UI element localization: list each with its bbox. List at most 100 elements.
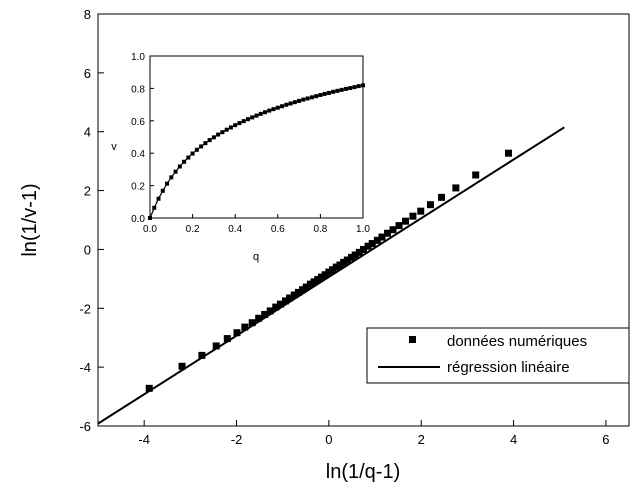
main-data-point [145,384,153,392]
inset-x-tick-label: 1.0 [356,224,370,235]
main-data-point [402,217,410,225]
inset-data-point [241,119,246,124]
inset-data-point [194,147,199,152]
main-data-point [472,171,480,179]
main-data-point [351,251,359,259]
inset-data-point [220,130,225,135]
main-data-point [364,242,372,250]
main-data-point [241,323,249,331]
main-data-point [504,149,512,157]
inset-data-points [148,83,365,220]
main-y-axis-label: ln(1/v-1) [19,183,41,256]
inset-data-point [254,113,259,118]
main-data-point [409,212,417,220]
main-y-tick-label: -2 [79,301,91,316]
inset-x-axis: 0.0 0.2 0.4 0.6 0.8 1.0 [143,214,370,235]
inset-data-point [348,86,353,91]
main-data-point [340,258,348,266]
inset-data-point [339,87,344,92]
inset-data-point [292,100,297,105]
main-data-point [299,286,307,294]
main-x-tick-label: 4 [510,432,517,447]
inset-x-tick-label: 0.8 [313,224,327,235]
inset-data-point [331,89,336,94]
inset-data-point [165,181,170,186]
main-data-point [248,319,256,327]
main-data-point [384,229,392,237]
main-data-point [290,291,298,299]
main-data-point [417,207,425,215]
inset-data-point [318,93,323,98]
main-x-tick-label: 0 [325,432,332,447]
inset-data-point [216,132,221,137]
main-data-point [321,271,329,279]
inset-plot-background [150,56,363,218]
main-data-point [212,342,220,350]
inset-data-point [322,91,327,96]
inset-data-point [356,84,361,89]
inset-data-point [280,104,285,109]
inset-data-point [160,188,165,193]
main-y-tick-label: 6 [84,66,91,81]
inset-y-axis: 0.0 0.2 0.4 0.6 0.8 1.0 [131,52,154,225]
inset-data-point [228,125,233,130]
inset-data-point [173,169,178,174]
inset-data-point [271,107,276,112]
main-data-point [286,294,294,302]
inset-data-point [335,88,340,93]
main-data-point [310,278,318,286]
main-data-point [395,222,403,230]
main-data-point [261,310,269,318]
main-data-point [426,201,434,209]
main-data-point [302,283,310,291]
main-y-tick-label: 0 [84,242,91,257]
main-data-point [378,233,386,241]
main-data-point [276,300,284,308]
main-data-point [438,193,446,201]
main-data-point [314,275,322,283]
main-data-point [255,314,263,322]
main-y-tick-label: -4 [79,360,91,375]
inset-plot-frame [149,55,364,219]
inset-data-point [352,85,357,90]
main-data-point [329,266,337,274]
main-data-point [294,288,302,296]
main-data-point [343,256,351,264]
inset-data-point [288,101,293,106]
inset-data-point [199,144,204,149]
inset-data-point [275,105,280,110]
legend-label-numeric-data: données numériques [447,333,587,350]
main-data-point [389,226,397,234]
inset-data-point [263,110,268,115]
inset-y-tick-label: 0.4 [131,149,145,160]
inset-y-tick-label: 0.6 [131,117,145,128]
inset-data-point [177,164,182,169]
main-data-point [233,329,241,337]
inset-data-point [326,90,331,95]
main-x-axis: -4 -2 0 2 4 6 [138,420,610,447]
inset-data-point [267,108,272,113]
main-data-point [317,273,325,281]
main-data-point [332,263,340,271]
main-data-point [223,335,231,343]
inset-data-point [233,123,238,128]
main-y-tick-label: 4 [84,125,91,140]
main-plot-frame [97,13,630,427]
main-x-tick-label: 6 [602,432,609,447]
inset-data-point [211,135,216,140]
inset-data-point [309,95,314,100]
inset-x-axis-label: q [253,251,259,263]
main-data-point [373,236,381,244]
main-x-axis-label: ln(1/q-1) [326,461,400,483]
inset-data-point [301,97,306,102]
inset-y-axis-label: v [111,141,117,153]
main-y-tick-label: 8 [84,7,91,22]
main-y-tick-label: -6 [79,419,91,434]
main-data-point [355,248,363,256]
main-y-tick-label: 2 [84,184,91,199]
inset-data-point [190,151,195,156]
inset-data-point [305,96,310,101]
main-y-axis: -6 -4 -2 0 2 4 6 8 [79,7,104,434]
main-x-tick-label: -2 [231,432,243,447]
main-data-point [198,351,206,359]
